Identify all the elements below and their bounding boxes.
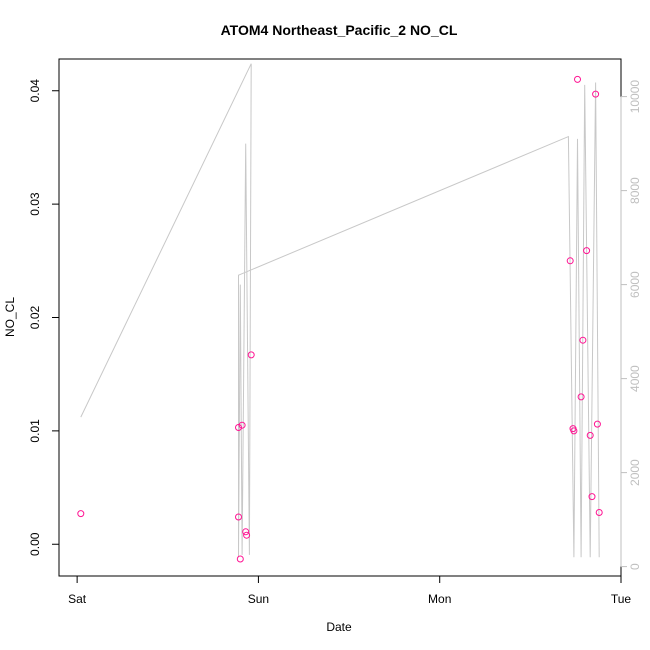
y2-tick-label: 4000 bbox=[628, 365, 642, 392]
data-point bbox=[242, 528, 250, 536]
x-tick-label: Tue bbox=[611, 592, 632, 606]
data-point bbox=[570, 427, 578, 435]
y-tick-label: 0.00 bbox=[28, 532, 42, 556]
series-line-0 bbox=[80, 63, 600, 558]
y-axis-label: NO_CL bbox=[3, 297, 17, 337]
y2-tick-label: 2000 bbox=[628, 459, 642, 486]
y2-tick-label: 0 bbox=[628, 563, 642, 570]
series-layer bbox=[77, 63, 603, 563]
data-point bbox=[236, 555, 244, 563]
data-point bbox=[566, 257, 574, 265]
data-point bbox=[583, 247, 591, 255]
x-tick-label: Mon bbox=[428, 592, 451, 606]
x-axis: Sat Sun Mon Tue bbox=[68, 575, 632, 606]
y-tick-label: 0.03 bbox=[28, 192, 42, 216]
x-axis-label: Date bbox=[326, 620, 352, 634]
data-point bbox=[577, 393, 585, 401]
data-point bbox=[592, 90, 600, 98]
y-tick-label: 0.01 bbox=[28, 419, 42, 443]
y2-tick-label: 10000 bbox=[628, 80, 642, 114]
y2-tick-label: 8000 bbox=[628, 177, 642, 204]
y2-axis: 0 2000 4000 6000 8000 10000 bbox=[620, 80, 642, 570]
data-point bbox=[77, 510, 85, 518]
data-point bbox=[574, 75, 581, 83]
chart-title: ATOM4 Northeast_Pacific_2 NO_CL bbox=[221, 22, 458, 38]
x-tick-label: Sun bbox=[248, 592, 269, 606]
data-point bbox=[588, 493, 596, 501]
data-point bbox=[238, 421, 246, 429]
data-point bbox=[593, 420, 601, 428]
data-point bbox=[247, 351, 255, 359]
y-tick-label: 0.04 bbox=[28, 79, 42, 103]
data-point bbox=[235, 424, 242, 431]
data-point bbox=[243, 531, 251, 539]
x-tick-label: Sat bbox=[68, 592, 87, 606]
y2-tick-label: 6000 bbox=[628, 271, 642, 298]
data-point bbox=[579, 336, 587, 344]
data-point bbox=[586, 431, 594, 439]
y-axis: 0.00 0.01 0.02 0.03 0.04 bbox=[28, 79, 60, 556]
data-point bbox=[235, 513, 242, 521]
y-tick-label: 0.02 bbox=[28, 305, 42, 329]
data-point bbox=[595, 509, 603, 516]
